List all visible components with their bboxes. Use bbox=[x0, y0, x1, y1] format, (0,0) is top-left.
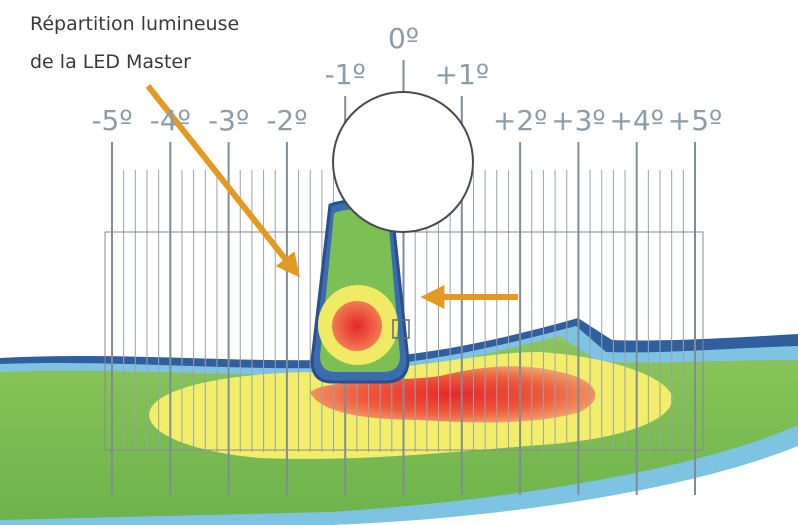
led-red bbox=[332, 301, 382, 351]
degree-label: +2º bbox=[493, 104, 547, 137]
degree-label: -2º bbox=[266, 104, 307, 137]
annotation-line: de la LED Master bbox=[30, 51, 191, 73]
sensor bbox=[392, 319, 410, 339]
red-zone bbox=[310, 366, 596, 423]
arrow-diagonal bbox=[145, 84, 300, 278]
degree-label: +5º bbox=[668, 104, 722, 137]
degree-label: -1º bbox=[325, 58, 366, 91]
annotation-line: Répartition lumineuse bbox=[30, 13, 239, 35]
lamp bbox=[332, 91, 474, 233]
degree-labels: -5º -4º -3º -2º -1º 0º +1º+2º +3º +4º +5º bbox=[91, 22, 722, 137]
degree-label: +3º bbox=[551, 104, 605, 137]
degree-label: -5º bbox=[91, 104, 132, 137]
degree-label: 0º bbox=[388, 22, 419, 55]
degree-label: -3º bbox=[208, 104, 249, 137]
degree-label: +1º bbox=[435, 58, 489, 91]
degree-label: -4º bbox=[150, 104, 191, 137]
degree-label: +4º bbox=[609, 104, 663, 137]
